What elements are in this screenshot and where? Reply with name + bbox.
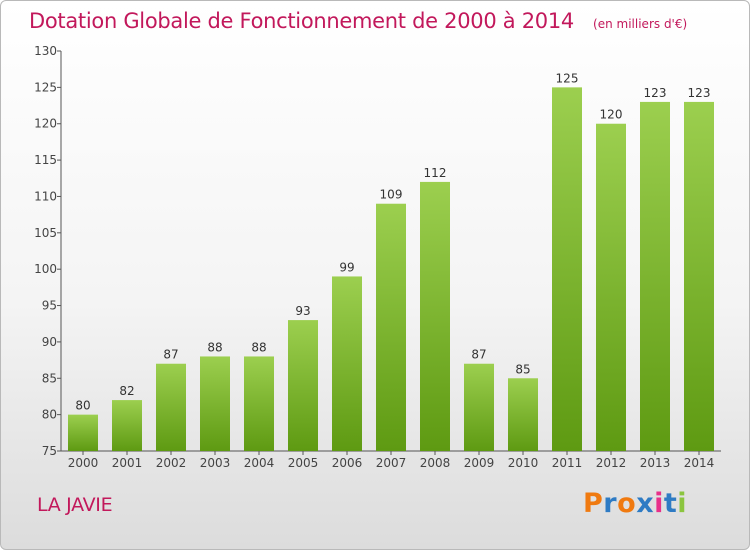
data-label: 123 <box>688 86 711 100</box>
y-tick-label: 90 <box>42 335 57 349</box>
logo-letter: r <box>603 488 618 519</box>
y-tick-label: 115 <box>34 153 57 167</box>
bar <box>552 87 582 451</box>
data-label: 80 <box>75 399 90 413</box>
x-tick-label: 2003 <box>200 456 231 470</box>
y-tick-label: 100 <box>34 262 57 276</box>
bar <box>464 363 494 451</box>
data-label: 85 <box>515 362 530 376</box>
y-tick-label: 75 <box>42 444 57 458</box>
data-label: 123 <box>644 86 667 100</box>
data-label: 112 <box>424 166 447 180</box>
data-label: 99 <box>339 260 354 274</box>
x-tick-label: 2005 <box>288 456 319 470</box>
x-tick-label: 2004 <box>244 456 275 470</box>
bar <box>376 203 406 451</box>
y-tick-label: 85 <box>42 371 57 385</box>
data-label: 87 <box>163 348 178 362</box>
x-tick-label: 2008 <box>420 456 451 470</box>
data-label: 93 <box>295 304 310 318</box>
data-label: 82 <box>119 384 134 398</box>
x-tick-label: 2006 <box>332 456 363 470</box>
logo-letter: x <box>636 488 655 519</box>
data-label: 109 <box>380 188 403 202</box>
x-tick-label: 2009 <box>464 456 495 470</box>
chart-subtitle: (en milliers d'€) <box>593 17 688 31</box>
x-tick-label: 2002 <box>156 456 187 470</box>
data-label: 87 <box>471 348 486 362</box>
bars <box>68 87 714 452</box>
commune-name: LA JAVIE <box>37 494 113 516</box>
data-label: 120 <box>600 108 623 122</box>
x-axis: 2000 2001 2002 2003 2004 2005 2006 2007 2008 2009… <box>61 450 721 470</box>
y-tick-label: 125 <box>34 80 57 94</box>
x-tick-label: 2010 <box>508 456 539 470</box>
proxiti-logo[interactable]: Proxiti <box>583 488 687 519</box>
title-line: Dotation Globale de Fonctionnement de 20… <box>29 9 687 33</box>
bar <box>332 276 362 451</box>
x-tick-label: 2011 <box>552 456 583 470</box>
bar <box>200 356 230 451</box>
bar <box>244 356 274 451</box>
x-tick-label: 2001 <box>112 456 143 470</box>
x-tick-label: 2014 <box>684 456 715 470</box>
x-tick-label: 2007 <box>376 456 407 470</box>
bar <box>156 363 186 451</box>
data-label: 88 <box>207 340 222 354</box>
y-tick-label: 110 <box>34 189 57 203</box>
y-tick-label: 95 <box>42 299 57 313</box>
logo-letter: i <box>677 488 688 519</box>
bar <box>288 320 318 451</box>
data-label: 88 <box>251 340 266 354</box>
bar <box>596 123 626 452</box>
bar <box>68 414 98 451</box>
logo-letter: o <box>617 488 637 519</box>
y-tick-label: 130 <box>34 44 57 58</box>
x-tick-label: 2013 <box>640 456 671 470</box>
bar <box>112 400 142 451</box>
logo-letter: t <box>663 488 678 519</box>
data-label: 125 <box>556 71 579 85</box>
y-tick-label: 120 <box>34 117 57 131</box>
data-labels: 80 82 87 88 88 93 99 109 112 87 85 125 120 123 123 <box>75 71 710 412</box>
y-tick-label: 80 <box>42 408 57 422</box>
chart-title: Dotation Globale de Fonctionnement de 20… <box>29 9 574 33</box>
x-tick-label: 2000 <box>68 456 99 470</box>
logo-letter: P <box>583 488 604 519</box>
bar <box>640 101 670 451</box>
y-tick-label: 105 <box>34 226 57 240</box>
logo-letter: i <box>654 488 664 519</box>
bar <box>508 378 538 451</box>
x-tick-label: 2012 <box>596 456 627 470</box>
bar <box>420 181 450 451</box>
y-axis: 75 80 85 90 95 100 105 110 115 120 125 130 <box>34 44 62 458</box>
bar <box>684 101 714 451</box>
